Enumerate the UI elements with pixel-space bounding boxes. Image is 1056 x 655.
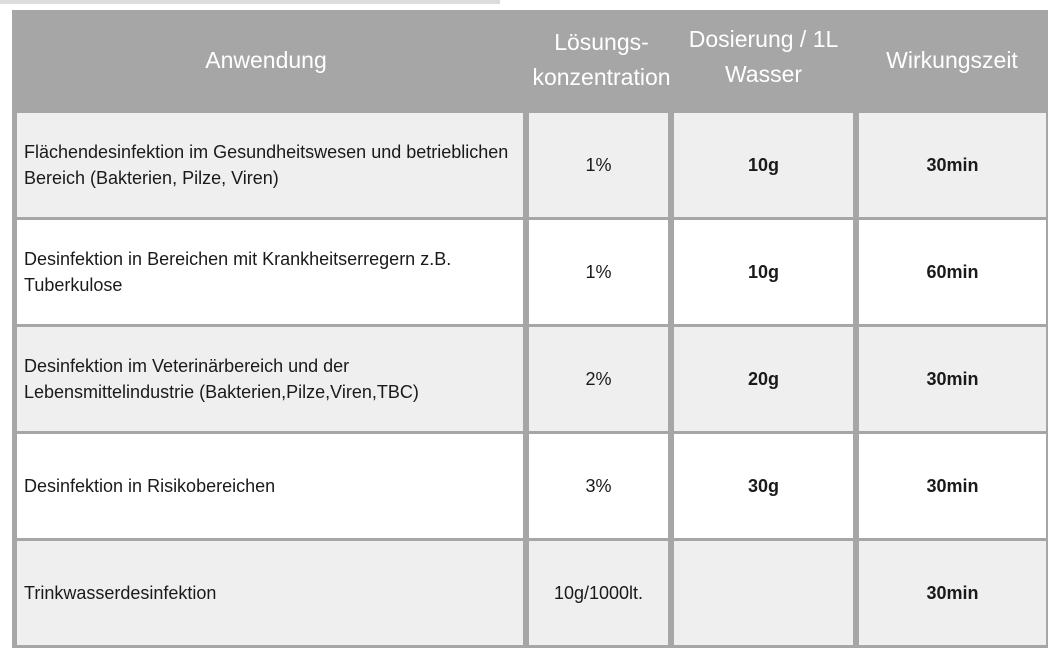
table-row: Trinkwasserdesinfektion 10g/1000lt. 30mi… xyxy=(12,541,1048,645)
cell-contact-time: 30min xyxy=(859,434,1046,538)
table-header: Anwendung Lösungs- konzentration Dosieru… xyxy=(12,10,1048,110)
cell-application: Desinfektion in Bereichen mit Krankheits… xyxy=(17,220,523,324)
header-contact-time: Wirkungszeit xyxy=(886,46,1018,73)
cell-concentration: 10g/1000lt. xyxy=(529,541,668,645)
table-row: Flächendesinfektion im Gesundheitswesen … xyxy=(12,113,1048,217)
cell-dosage: 30g xyxy=(674,434,853,538)
header-application: Anwendung xyxy=(205,46,327,73)
cell-contact-time: 60min xyxy=(859,220,1046,324)
cell-contact-time: 30min xyxy=(859,327,1046,431)
table-row: Desinfektion in Bereichen mit Krankheits… xyxy=(12,220,1048,324)
table-row: Desinfektion im Veterinärbereich und der… xyxy=(12,327,1048,431)
cell-concentration: 3% xyxy=(529,434,668,538)
cell-application: Desinfektion in Risikobereichen xyxy=(17,434,523,538)
cell-dosage: 10g xyxy=(674,220,853,324)
cell-dosage: 10g xyxy=(674,113,853,217)
header-concentration: Lösungs- konzentration xyxy=(532,29,671,90)
cell-contact-time: 30min xyxy=(859,113,1046,217)
top-divider xyxy=(0,0,500,4)
header-dosage: Dosierung / 1L Wasser xyxy=(688,26,839,87)
disinfection-table: Anwendung Lösungs- konzentration Dosieru… xyxy=(12,10,1048,648)
cell-application: Desinfektion im Veterinärbereich und der… xyxy=(17,327,523,431)
cell-contact-time: 30min xyxy=(859,541,1046,645)
cell-application: Flächendesinfektion im Gesundheitswesen … xyxy=(17,113,523,217)
cell-dosage xyxy=(674,541,853,645)
cell-application: Trinkwasserdesinfektion xyxy=(17,541,523,645)
cell-dosage: 20g xyxy=(674,327,853,431)
table-row: Desinfektion in Risikobereichen 3% 30g 3… xyxy=(12,434,1048,538)
cell-concentration: 2% xyxy=(529,327,668,431)
cell-concentration: 1% xyxy=(529,113,668,217)
cell-concentration: 1% xyxy=(529,220,668,324)
